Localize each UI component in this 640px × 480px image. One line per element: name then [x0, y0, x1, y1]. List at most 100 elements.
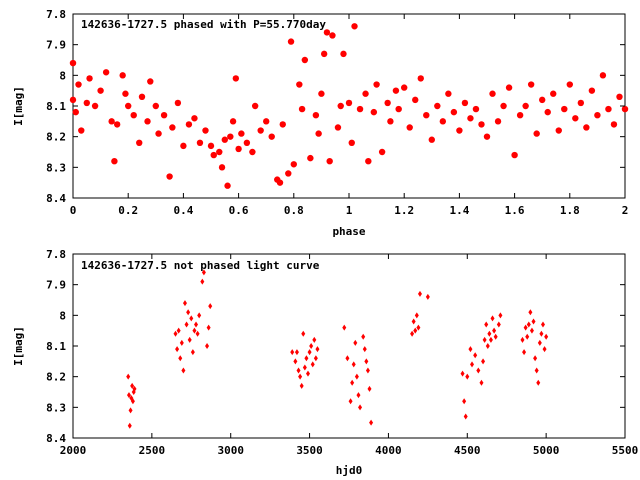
- unphased-data-point: [350, 379, 355, 386]
- phased-data-point: [428, 136, 435, 143]
- phased-data-point: [138, 93, 146, 101]
- unphased-data-point: [463, 413, 468, 420]
- unphased-data-point: [348, 398, 353, 405]
- unphased-data-point: [296, 367, 301, 374]
- unphased-data-point: [178, 355, 183, 362]
- phased-data-point: [318, 90, 325, 97]
- unphased-chart-title: 142636-1727.5 not phased light curve: [81, 259, 320, 272]
- phased-y-axis-label: I[mag]: [12, 86, 25, 126]
- phased-data-point: [257, 127, 264, 134]
- unphased-data-point: [490, 315, 495, 322]
- phased-data-point: [202, 127, 209, 134]
- phased-data-point: [494, 118, 502, 125]
- phased-data-point: [561, 105, 568, 113]
- phased-data-point: [351, 23, 358, 30]
- phased-data-point: [229, 118, 237, 125]
- phased-data-point: [588, 87, 596, 94]
- unphased-data-point: [485, 343, 490, 349]
- phased-data-point: [296, 81, 303, 88]
- unphased-data-point: [181, 367, 186, 374]
- phased-data-point: [550, 90, 557, 97]
- phased-x-tick-label: 1.4: [449, 204, 469, 217]
- phased-y-tick-label: 8: [59, 69, 66, 82]
- unphased-data-point: [304, 355, 309, 362]
- unphased-data-point: [416, 324, 421, 331]
- unphased-data-point: [488, 336, 493, 343]
- phased-data-point: [384, 99, 391, 107]
- unphased-x-tick-label: 3000: [217, 444, 244, 457]
- unphased-y-tick-label: 8: [59, 309, 66, 322]
- phased-data-point: [395, 105, 402, 113]
- unphased-data-point: [201, 269, 206, 276]
- phased-data-point: [412, 96, 419, 104]
- phased-chart-title: 142636-1727.5 phased with P=55.770day: [81, 18, 326, 31]
- phased-data-point: [315, 130, 322, 137]
- phased-data-point: [279, 121, 286, 128]
- unphased-data-point: [315, 346, 320, 353]
- phased-data-point: [370, 108, 378, 116]
- phased-data-point: [227, 133, 234, 140]
- unphased-data-point: [309, 343, 314, 349]
- phased-data-point: [423, 112, 430, 119]
- unphased-data-point: [523, 324, 528, 331]
- phased-data-point: [356, 105, 364, 113]
- phased-data-point: [108, 118, 115, 125]
- phased-data-point: [75, 81, 82, 88]
- unphased-data-point: [186, 309, 191, 316]
- phased-data-point: [235, 145, 242, 153]
- unphased-data-point: [367, 385, 372, 392]
- unphased-data-point: [411, 318, 416, 325]
- unphased-x-tick-label: 2500: [139, 444, 166, 457]
- unphased-x-tick-label: 4000: [375, 444, 402, 457]
- unphased-x-tick-label: 4500: [454, 444, 481, 457]
- unphased-data-point: [358, 404, 363, 411]
- phased-data-point: [337, 102, 344, 110]
- unphased-data-point: [460, 370, 465, 377]
- phased-data-point: [467, 115, 474, 122]
- phased-data-point: [621, 105, 629, 113]
- phased-data-point: [160, 112, 168, 119]
- phased-data-point: [373, 81, 380, 88]
- phased-data-point: [298, 105, 306, 113]
- unphased-data-point: [195, 330, 200, 337]
- unphased-data-point: [465, 373, 470, 380]
- unphased-x-tick-label: 3500: [296, 444, 323, 457]
- phased-data-point: [365, 158, 372, 165]
- phased-data-point: [522, 102, 529, 110]
- phased-data-point: [401, 84, 408, 91]
- phased-data-point: [500, 102, 507, 110]
- unphased-y-axis-label: I[mag]: [12, 326, 25, 366]
- phased-y-tick-label: 8.3: [46, 161, 66, 174]
- phased-data-point: [276, 179, 284, 186]
- phased-data-point: [180, 142, 187, 150]
- unphased-y-tick-label: 7.8: [46, 248, 66, 261]
- phased-data-point: [583, 124, 590, 131]
- unphased-panel: 2000 2500 3000 3500 4000 4500 5000 5500 7.8 7.9 8 8…: [12, 248, 638, 477]
- unphased-data-point: [362, 346, 367, 353]
- phased-data-point: [461, 99, 469, 107]
- unphased-data-point: [307, 349, 312, 356]
- unphased-x-tick-label: 5500: [612, 444, 639, 457]
- unphased-data-point: [130, 398, 135, 405]
- unphased-data-point: [531, 318, 536, 325]
- phased-data-point: [287, 38, 295, 45]
- unphased-data-point: [369, 419, 374, 426]
- phased-data-point: [155, 130, 162, 137]
- phased-data-point: [290, 161, 297, 168]
- unphased-data-point: [126, 373, 131, 380]
- phased-data-point: [249, 148, 256, 156]
- phased-data-point: [238, 130, 245, 137]
- unphased-data-point: [484, 321, 489, 328]
- phased-data-point: [119, 72, 126, 79]
- phased-data-point: [72, 108, 79, 116]
- phased-data-point: [130, 112, 137, 119]
- unphased-data-point: [526, 321, 531, 328]
- phased-data-point: [307, 154, 314, 162]
- phased-data-point: [152, 102, 159, 110]
- phased-data-point: [91, 102, 99, 110]
- phased-data-point: [345, 99, 353, 107]
- phased-data-point: [334, 124, 342, 131]
- unphased-data-point: [128, 407, 133, 414]
- phased-data-point: [207, 142, 215, 150]
- unphased-data-point: [301, 330, 306, 337]
